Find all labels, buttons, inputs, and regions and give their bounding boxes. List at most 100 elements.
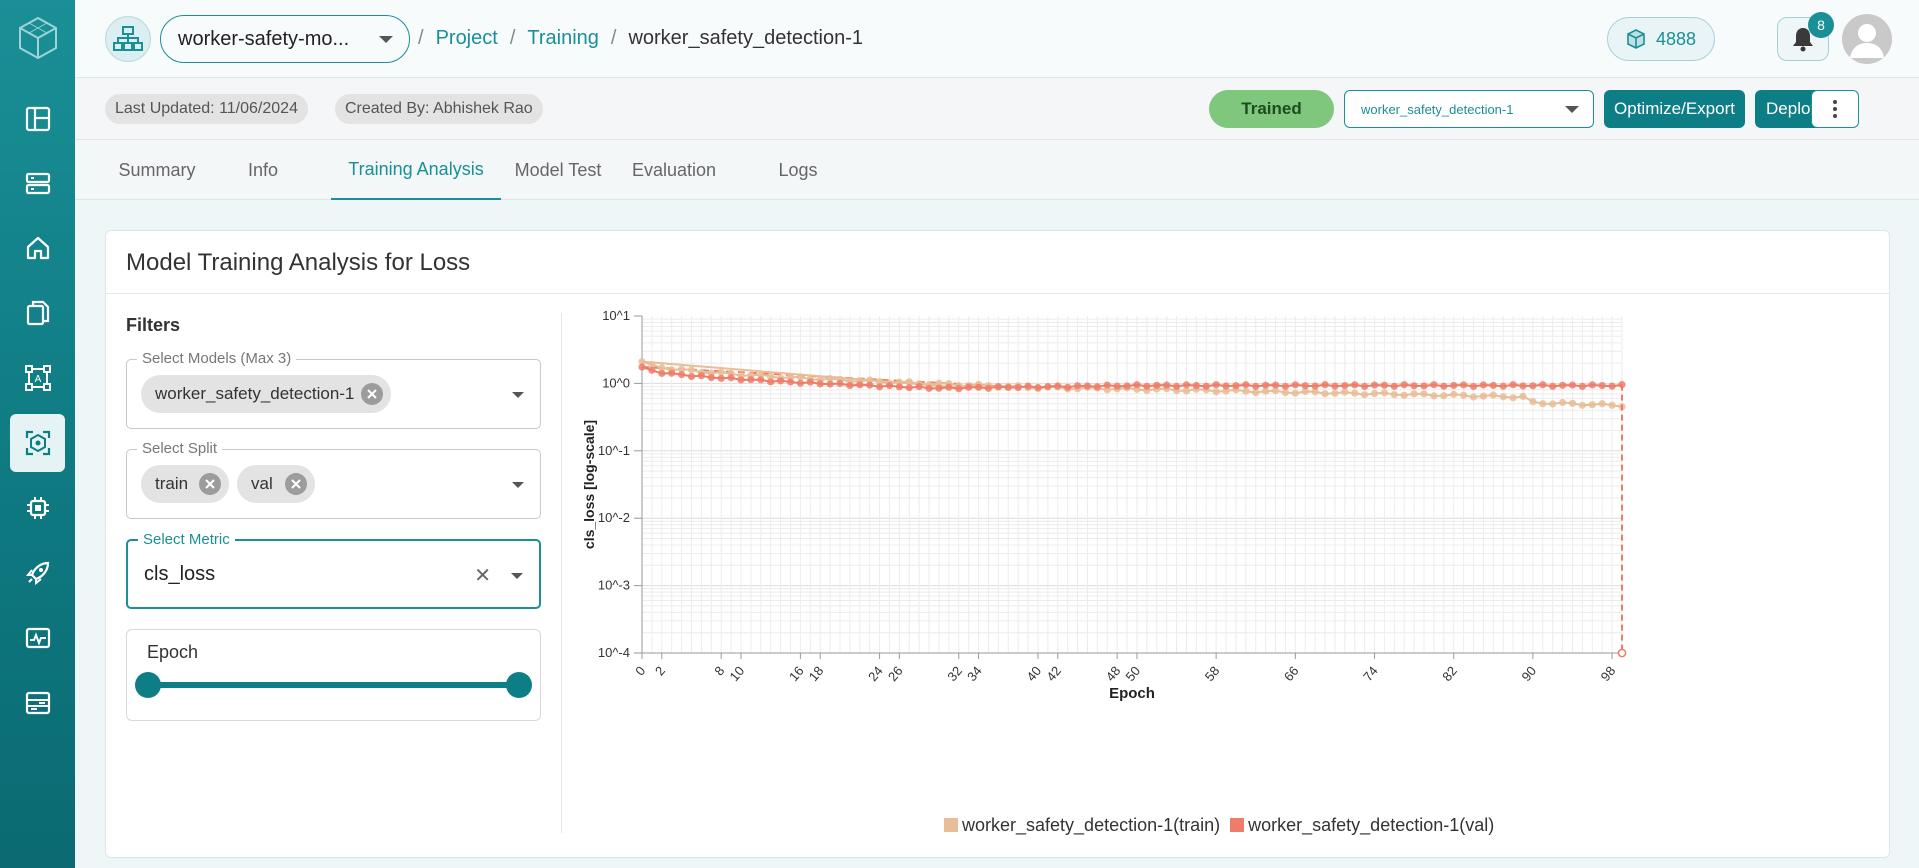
tab-logs[interactable]: Logs (778, 159, 818, 180)
chip-icon[interactable] (10, 479, 65, 537)
user-avatar[interactable] (1842, 14, 1892, 64)
train-point (648, 361, 656, 369)
train-point (1390, 390, 1398, 399)
clear-icon[interactable]: ✕ (474, 565, 491, 587)
select-split-field[interactable]: Select Split train val (126, 440, 541, 519)
notification-badge: 8 (1808, 12, 1834, 38)
annotation-icon[interactable]: A (10, 349, 65, 407)
val-point (905, 384, 913, 392)
remove-tag-icon[interactable] (285, 473, 307, 495)
documents-icon[interactable] (10, 284, 65, 342)
tab-summary[interactable]: Summary (118, 159, 196, 180)
legend-item-train[interactable]: worker_safety_detection-1(train) (944, 815, 1220, 836)
val-point (1242, 381, 1250, 389)
y-axis-label: cls_loss [log-scale] (581, 420, 597, 549)
chevron-down-icon[interactable] (512, 482, 524, 488)
select-metric-field[interactable]: Select Metric cls_loss ✕ (126, 531, 541, 609)
val-point (935, 384, 943, 392)
val-point (1549, 382, 1557, 390)
val-point (1311, 382, 1319, 390)
val-point (846, 381, 854, 390)
tab-training-analysis[interactable]: Training Analysis (331, 140, 501, 200)
model-training-icon[interactable] (10, 414, 65, 472)
val-point (1598, 381, 1606, 390)
train-point (1351, 389, 1359, 397)
project-select-value: worker-safety-mo... (178, 27, 350, 50)
val-point (816, 380, 824, 388)
val-point (1192, 381, 1200, 390)
val-point (1103, 381, 1111, 389)
val-point (1489, 381, 1497, 390)
val-point (786, 378, 795, 386)
val-point (1608, 382, 1616, 390)
chevron-down-icon[interactable] (512, 392, 524, 398)
rocket-icon[interactable] (10, 544, 65, 602)
train-point (717, 368, 725, 376)
train-point (1450, 390, 1458, 398)
storage-icon[interactable] (10, 154, 65, 212)
more-options-button[interactable] (1811, 90, 1859, 128)
val-point (1469, 382, 1478, 391)
breadcrumb-separator: / (418, 27, 424, 49)
credits-button[interactable]: 4888 (1607, 17, 1715, 61)
chevron-down-icon[interactable] (511, 573, 523, 579)
remove-tag-icon[interactable] (199, 473, 221, 495)
y-tick-label: 10^-1 (598, 443, 630, 458)
model-version-select[interactable]: worker_safety_detection-1 (1344, 90, 1594, 128)
train-point (1588, 401, 1596, 409)
val-point (1331, 382, 1339, 390)
val-point (1202, 382, 1210, 390)
val-point (1044, 383, 1052, 391)
notifications-button[interactable]: 8 (1777, 12, 1834, 61)
train-point (1301, 387, 1309, 396)
epoch-slider-min-handle[interactable] (135, 672, 161, 698)
home-icon[interactable] (10, 219, 65, 277)
x-tick-label: 42 (1043, 663, 1064, 684)
val-point (1262, 381, 1270, 389)
val-point (648, 366, 656, 374)
val-point (1054, 382, 1062, 390)
epoch-slider-track[interactable] (147, 682, 520, 688)
monitoring-icon[interactable] (10, 609, 65, 667)
train-point (1370, 389, 1379, 398)
val-point (1133, 381, 1141, 389)
breadcrumb-project[interactable]: Project (435, 27, 498, 49)
val-point (1617, 648, 1627, 658)
val-point (668, 369, 676, 377)
val-point (1450, 381, 1458, 390)
x-tick-label: 26 (885, 663, 906, 684)
tab-info[interactable]: Info (247, 159, 279, 180)
select-models-field[interactable]: Select Models (Max 3) worker_safety_dete… (126, 350, 541, 429)
project-select[interactable]: worker-safety-mo... (160, 15, 410, 63)
y-tick-label: 10^1 (602, 308, 630, 323)
val-point (1529, 382, 1537, 390)
train-point (1469, 393, 1478, 401)
dashboard-icon[interactable] (10, 90, 65, 148)
train-point (1361, 391, 1369, 399)
epoch-slider-max-handle[interactable] (506, 672, 532, 698)
tab-model-test[interactable]: Model Test (514, 159, 602, 180)
train-point (1291, 389, 1299, 397)
legend-item-val[interactable]: worker_safety_detection-1(val) (1230, 815, 1494, 836)
y-tick-label: 10^-2 (598, 510, 630, 525)
val-point (1064, 383, 1072, 391)
model-tag: worker_safety_detection-1 (141, 375, 391, 413)
val-point (1123, 382, 1131, 390)
train-point (1430, 392, 1438, 400)
tab-evaluation[interactable]: Evaluation (631, 159, 717, 180)
optimize-export-button[interactable]: Optimize/Export (1604, 90, 1745, 128)
project-hierarchy-icon[interactable] (105, 16, 151, 62)
metric-value: cls_loss (144, 563, 216, 585)
train-point (687, 366, 696, 374)
val-point (776, 377, 785, 385)
reports-icon[interactable] (10, 674, 65, 732)
val-point (1400, 381, 1408, 389)
remove-tag-icon[interactable] (361, 383, 383, 405)
val-point (1559, 381, 1567, 389)
val-point (1351, 381, 1359, 389)
app-logo-icon[interactable] (18, 16, 58, 60)
val-point (945, 383, 953, 391)
breadcrumb-training[interactable]: Training (527, 27, 599, 49)
train-point (1242, 387, 1250, 395)
last-updated-chip: Last Updated: 11/06/2024 (105, 94, 308, 124)
